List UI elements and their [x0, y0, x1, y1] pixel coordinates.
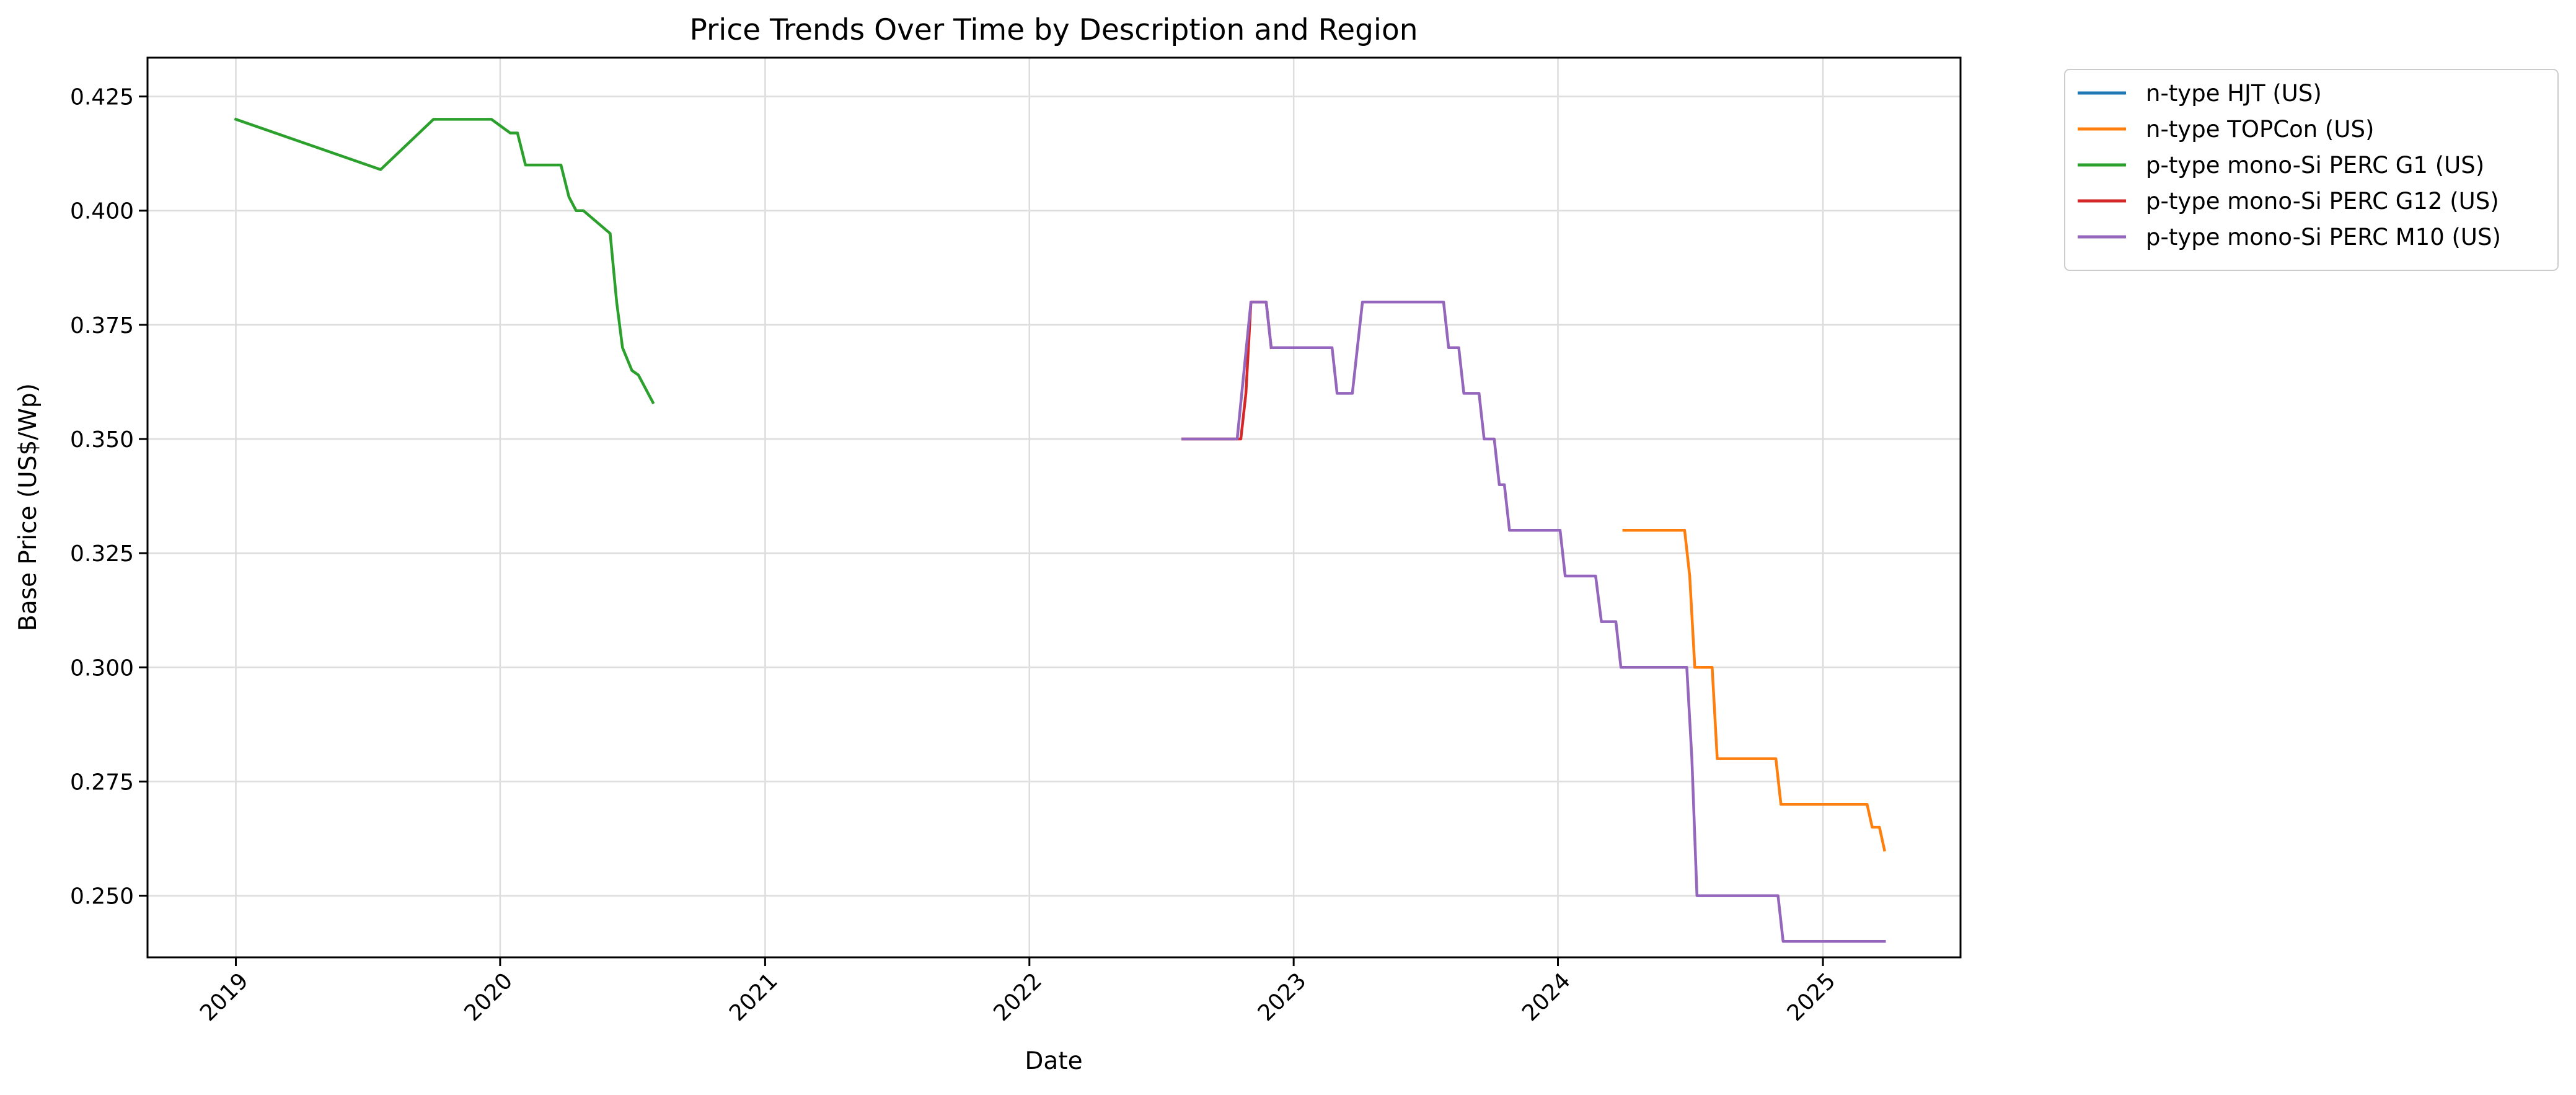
series-layer: [234, 117, 1886, 943]
legend-entry: p-type mono-Si PERC M10 (US): [2146, 224, 2501, 250]
x-axis-label: Date: [1025, 1047, 1082, 1075]
y-tick-label: 0.300: [70, 655, 134, 681]
y-tick-label: 0.425: [70, 85, 134, 110]
y-tick-label: 0.350: [70, 427, 134, 453]
chart-title: Price Trends Over Time by Description an…: [689, 13, 1418, 47]
y-tick-label: 0.250: [70, 884, 134, 910]
legend-frame: [2064, 69, 2559, 271]
legend: n-type HJT (US) n-type TOPCon (US) p-type …: [2064, 69, 2559, 271]
series-line-5: [1181, 300, 1886, 943]
series-line-3: [234, 117, 655, 405]
plot-frame: [146, 56, 1962, 959]
legend-entry: n-type TOPCon (US): [2146, 116, 2374, 143]
y-tick-label: 0.375: [70, 313, 134, 339]
y-tick-label: 0.275: [70, 769, 134, 795]
legend-entry: p-type mono-Si PERC G1 (US): [2146, 152, 2484, 179]
series-line-2: [1622, 529, 1886, 852]
legend-entry: p-type mono-Si PERC G12 (US): [2146, 188, 2499, 215]
y-axis: 0.250 0.275 0.300 0.325 0.350 0.375 0.400 0.425: [70, 85, 148, 910]
legend-entry: n-type HJT (US): [2146, 80, 2322, 107]
y-tick-label: 0.400: [70, 199, 134, 224]
y-axis-label: Base Price (US$/Wp): [14, 383, 42, 631]
y-tick-label: 0.325: [70, 541, 134, 567]
